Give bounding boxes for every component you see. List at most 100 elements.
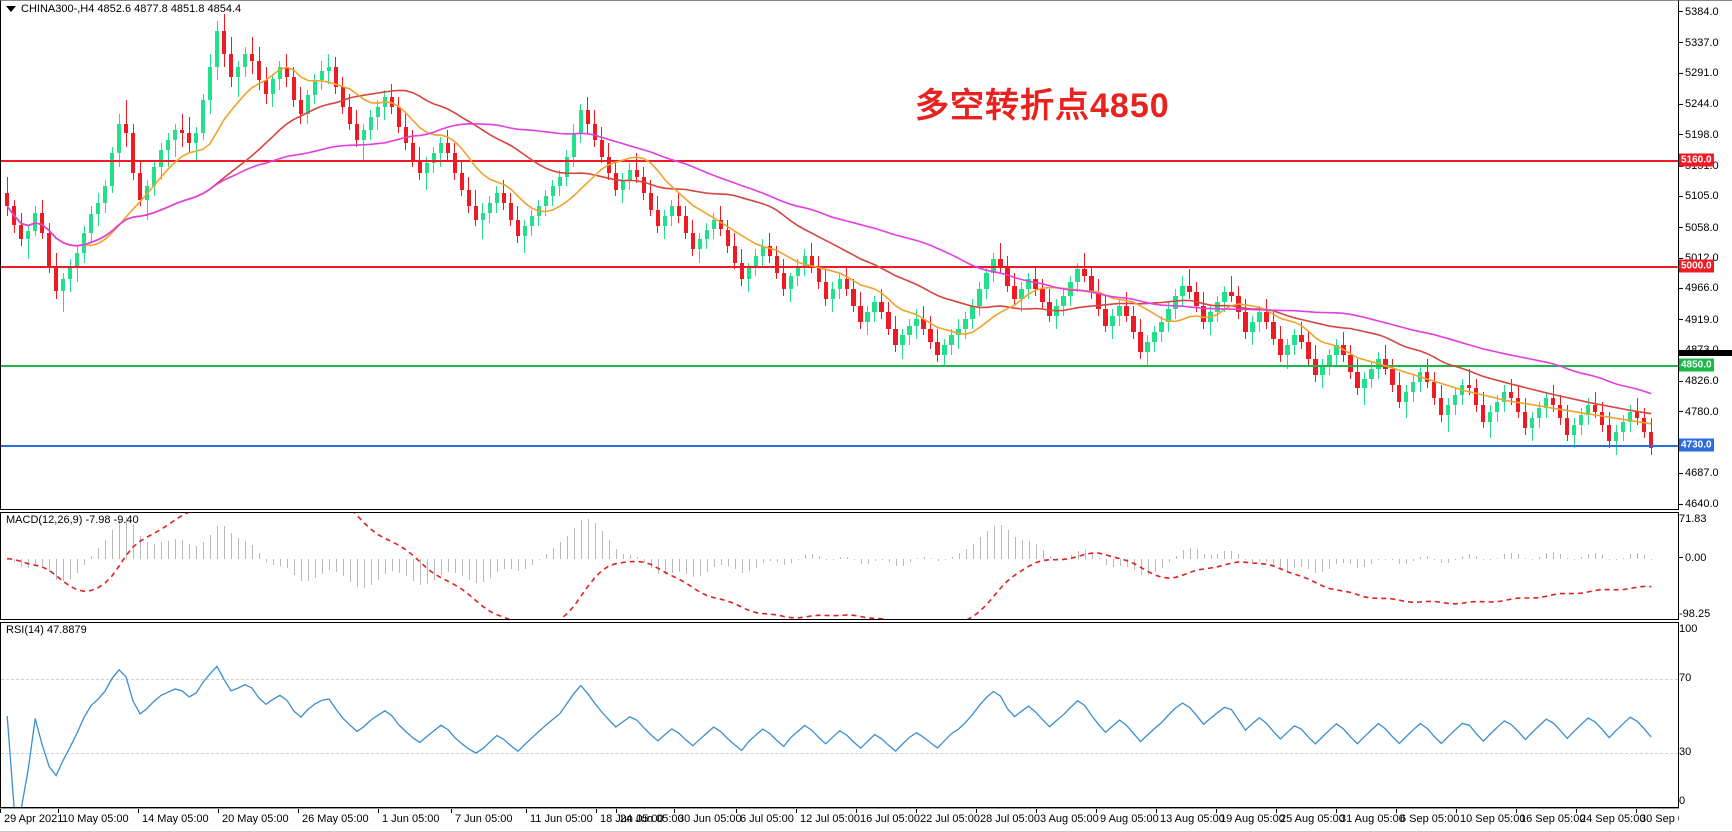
macd-histogram-bar (182, 540, 184, 559)
candle-body (200, 100, 206, 134)
rsi-panel[interactable] (0, 622, 1679, 808)
macd-histogram-bar (790, 558, 792, 564)
macd-histogram-bar (944, 558, 946, 560)
candle-body (1600, 411, 1605, 425)
candlestick (865, 1, 870, 509)
candle-body (1579, 414, 1584, 425)
candle-body (641, 176, 646, 194)
caret-down-icon[interactable] (6, 6, 16, 13)
macd-histogram-bar (685, 558, 687, 575)
macd-histogram-bar (1343, 558, 1345, 563)
candlestick (1292, 1, 1297, 509)
chart-header: CHINA300-,H4 4852.6 4877.8 4851.8 4854.4 (6, 3, 241, 15)
macd-histogram-bar (545, 553, 547, 559)
price-chart-panel[interactable] (0, 0, 1679, 510)
candle-body (711, 219, 716, 230)
macd-histogram-bar (517, 558, 519, 572)
macd-histogram-bar (1336, 558, 1338, 565)
macd-panel[interactable] (0, 512, 1679, 620)
macd-histogram-bar (636, 557, 638, 559)
candle-body (298, 100, 304, 114)
candle-wick (1405, 385, 1407, 419)
candle-body (1516, 398, 1521, 412)
candlestick (1257, 1, 1262, 509)
candle-wick (1594, 391, 1596, 419)
rsi-plot-area[interactable] (1, 623, 1678, 807)
candle-body (1355, 371, 1360, 389)
candle-body (1411, 381, 1416, 392)
macd-histogram-bar (77, 558, 79, 573)
candle-body (1082, 269, 1087, 276)
candle-body (1390, 368, 1395, 386)
macd-histogram-bar (280, 558, 281, 566)
macd-histogram-bar (1000, 525, 1002, 559)
time-axis-label: 1 Jun 05:00 (382, 813, 440, 825)
candlestick (648, 1, 653, 509)
macd-histogram-bar (1203, 553, 1205, 559)
candlestick (1243, 1, 1248, 509)
candle-body (1383, 358, 1388, 369)
macd-histogram-bar (1077, 551, 1079, 559)
macd-histogram-bar (175, 539, 177, 559)
candle-body (1320, 365, 1325, 376)
price-level-tag: 5160.0 (1679, 153, 1714, 167)
rsi-tick: 70 (1679, 671, 1692, 684)
candlestick (1565, 1, 1570, 509)
candle-body (333, 67, 339, 88)
macd-histogram-bar (1511, 552, 1513, 559)
macd-plot-area[interactable] (1, 513, 1678, 619)
candle-body (1257, 312, 1262, 323)
candle-body (1432, 381, 1437, 399)
candlestick (1369, 1, 1374, 509)
candle-body (424, 163, 430, 174)
candle-body (816, 265, 821, 283)
candle-body (809, 256, 814, 266)
macd-histogram-bar (1602, 554, 1604, 559)
candlestick (466, 1, 472, 509)
candlestick (1397, 1, 1402, 509)
candlestick (74, 1, 80, 509)
candle-body (1523, 411, 1528, 429)
rsi-level-line (1, 678, 1678, 680)
candlestick (354, 1, 360, 509)
candlestick (1138, 1, 1143, 509)
macd-histogram-bar (1070, 554, 1072, 559)
time-axis-label: 11 Jun 05:00 (530, 813, 593, 825)
candle-body (1404, 391, 1409, 402)
macd-histogram-bar (1567, 558, 1569, 560)
candle-body (697, 239, 702, 250)
candlestick (1250, 1, 1255, 509)
price-level-line[interactable] (1, 265, 1678, 268)
candle-body (1145, 342, 1150, 353)
time-tick (1396, 809, 1397, 813)
macd-histogram-bar (49, 558, 51, 572)
candle-body (1229, 292, 1234, 296)
macd-histogram-bar (538, 558, 540, 560)
candlestick (1474, 1, 1479, 509)
price-level-line[interactable] (1, 444, 1678, 447)
candlestick (522, 1, 528, 509)
macd-histogram-bar (1574, 558, 1576, 560)
time-axis-label: 30 Jun 05:00 (678, 813, 742, 825)
macd-histogram-bar (1637, 553, 1639, 559)
candle-body (914, 318, 919, 326)
macd-histogram-bar (860, 558, 862, 564)
price-level-tag: 4850.0 (1679, 358, 1714, 372)
macd-histogram-bar (475, 558, 477, 583)
price-level-line[interactable] (1, 365, 1678, 368)
price-level-line[interactable] (1, 159, 1678, 162)
candle-body (1278, 338, 1283, 356)
candle-body (1040, 289, 1045, 303)
macd-histogram-bar (510, 558, 512, 570)
candle-wick (167, 133, 169, 167)
candle-body (1103, 308, 1108, 326)
candlestick (1012, 1, 1017, 509)
candlestick (284, 1, 290, 509)
candle-body (1544, 398, 1549, 409)
price-plot-area[interactable] (1, 1, 1678, 509)
time-axis[interactable]: 29 Apr 2021 10 May 05:00 14 May 05:00 20 Ma… (0, 808, 1732, 832)
candlestick (683, 1, 688, 509)
candlestick (228, 1, 234, 509)
price-axis-scale[interactable]: 5384.05337.05291.05244.05198.05151.05105… (1679, 0, 1732, 510)
candlestick (305, 1, 311, 509)
